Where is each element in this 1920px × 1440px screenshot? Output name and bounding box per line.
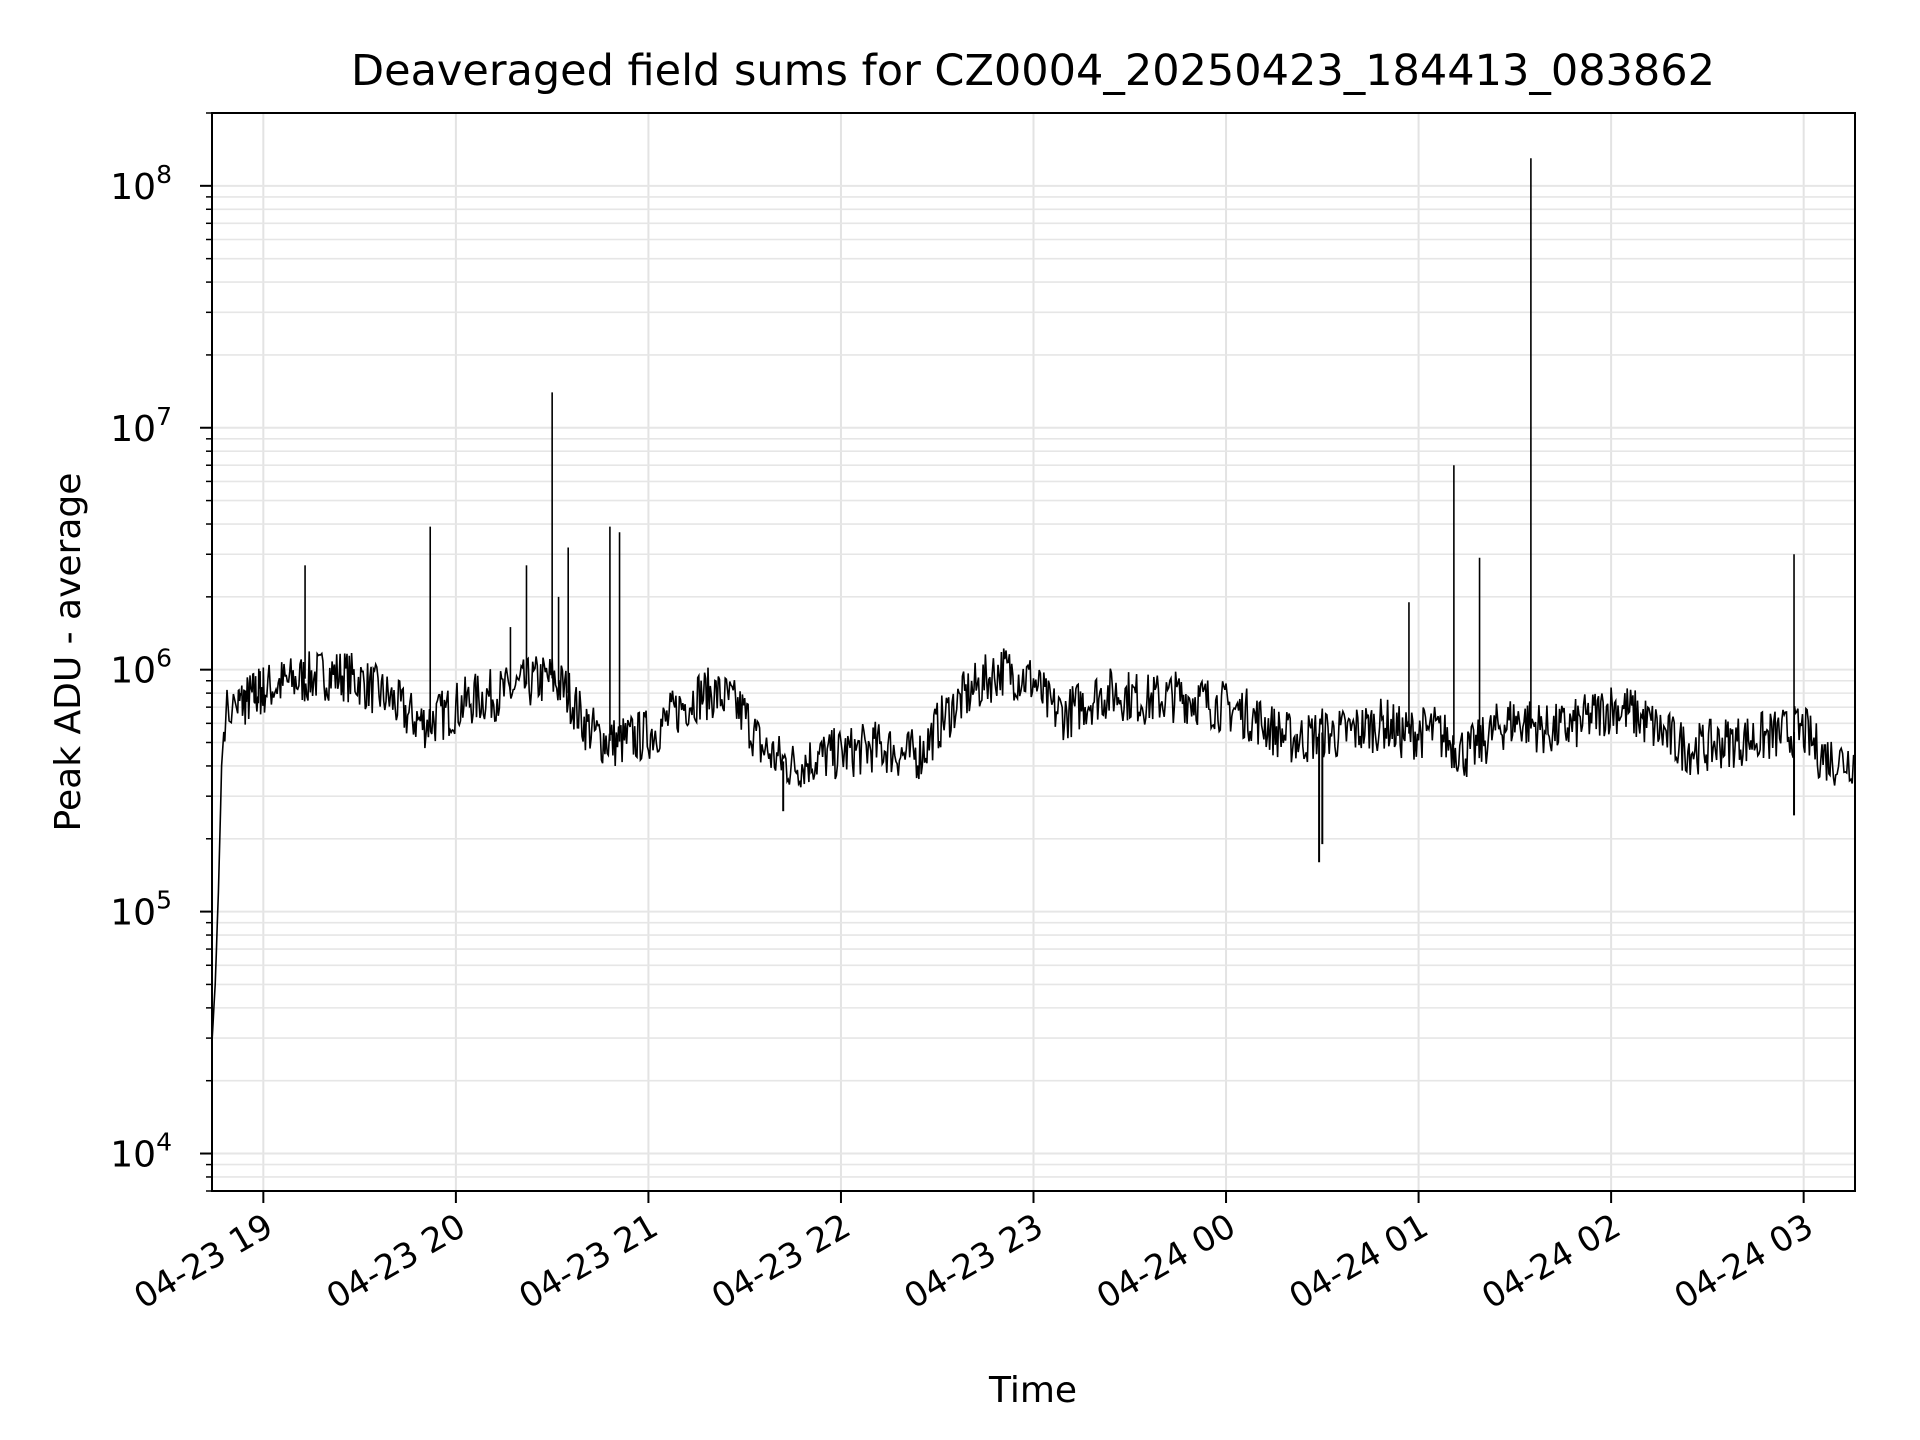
y-axis-label: Peak ADU - average <box>48 473 89 832</box>
grid-lines <box>212 112 1855 1192</box>
y-axis-ticks: 104 105 106 107 108 <box>110 112 212 1192</box>
y-tick-label: 108 <box>110 160 172 208</box>
plot-area <box>211 648 1856 1042</box>
y-tick-label: 107 <box>110 402 172 450</box>
y-tick-label: 105 <box>110 886 172 934</box>
y-tick-label: 106 <box>110 644 172 692</box>
spike-marks <box>304 158 1796 863</box>
chart-title: Deaveraged field sums for CZ0004_2025042… <box>351 46 1715 96</box>
x-axis-label: Time <box>988 1370 1077 1411</box>
y-tick-label: 104 <box>110 1128 172 1176</box>
series-line <box>211 648 1856 1042</box>
